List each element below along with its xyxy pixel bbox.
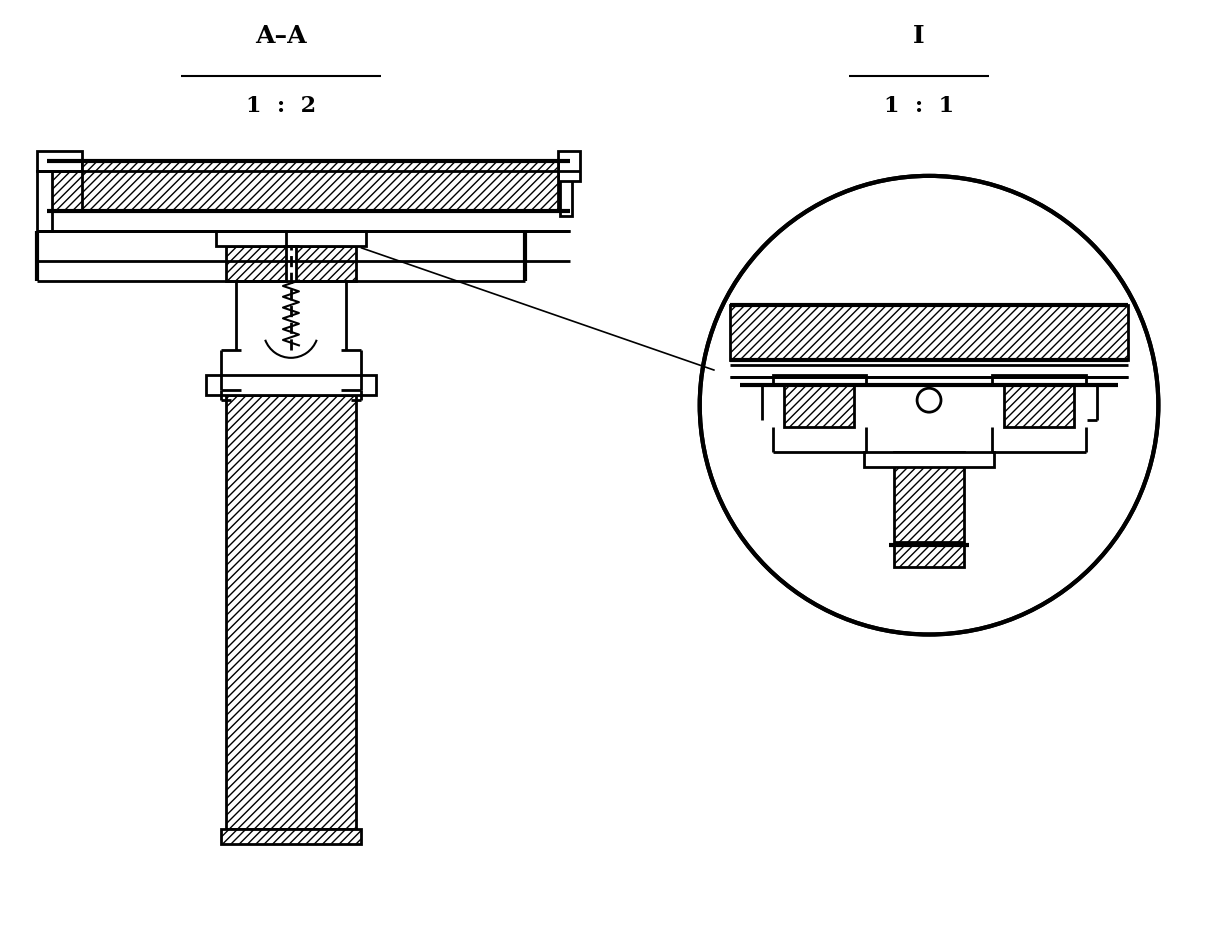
Bar (207, 375, 375, 396)
Bar (785, 377, 854, 427)
Bar (226, 246, 286, 280)
Bar (296, 246, 356, 280)
Bar (864, 452, 994, 467)
Bar (894, 452, 963, 541)
Bar (36, 151, 81, 171)
Bar (36, 171, 52, 231)
Bar (221, 829, 361, 844)
Bar (560, 171, 572, 216)
Bar (46, 161, 560, 210)
Bar (894, 545, 963, 567)
Bar (558, 151, 580, 180)
Bar (226, 396, 356, 829)
Text: I: I (914, 24, 925, 49)
Bar (730, 306, 1129, 360)
Bar (286, 231, 366, 246)
Bar (1004, 377, 1074, 427)
Bar (81, 161, 558, 210)
Bar (773, 375, 866, 385)
Bar (991, 375, 1085, 385)
Text: A–A: A–A (255, 24, 306, 49)
Bar (216, 231, 296, 246)
Text: 1  :  1: 1 : 1 (885, 95, 954, 117)
Text: 1  :  2: 1 : 2 (245, 95, 316, 117)
